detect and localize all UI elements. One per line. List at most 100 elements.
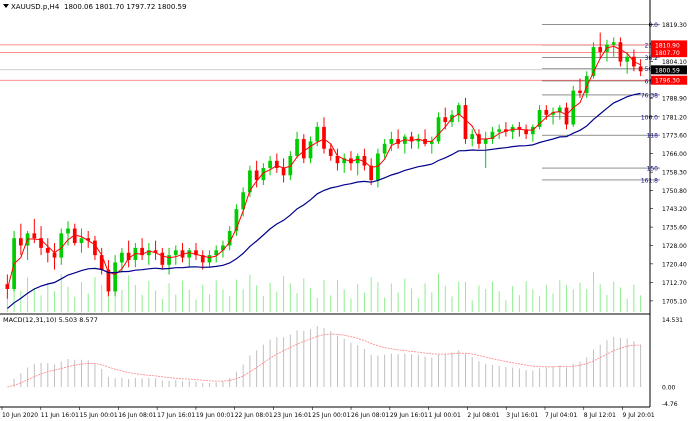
- price-label-text: 1807.70: [655, 50, 680, 57]
- candle-body: [382, 143, 387, 154]
- candle-body: [295, 139, 299, 156]
- candle-body: [322, 126, 326, 149]
- time-axis: 10 Jun 2020 11 Jun 16:01 15 Jun 00:01 16 Ju…: [1, 407, 655, 419]
- candle-body: [591, 47, 596, 77]
- volume-bars: [6, 272, 642, 312]
- price-axis: 1819.301811.501804.101796.301788.901781.…: [650, 22, 687, 305]
- candle-body: [167, 255, 171, 265]
- time-tick-label: 7 Jul 04:01: [545, 412, 577, 419]
- dropdown-triangle-icon[interactable]: [3, 4, 9, 8]
- price-tick-label: 1743.20: [662, 206, 687, 213]
- fast-moving-average-line: [6, 45, 641, 290]
- price-tick-label: 1819.30: [662, 22, 687, 29]
- candle-body: [221, 245, 225, 251]
- fib-level-label: 161.8: [641, 177, 658, 184]
- price-tick-label: 1712.70: [662, 280, 687, 287]
- time-tick-label: 17 Jun 16:01: [157, 412, 195, 419]
- candle-body: [490, 131, 495, 140]
- candle-body: [598, 47, 603, 52]
- candle-body: [342, 158, 347, 164]
- candle-body: [584, 76, 589, 94]
- candle-body: [463, 105, 468, 140]
- fib-level-label: 118: [647, 133, 659, 140]
- candle-body: [456, 105, 461, 115]
- candle-body: [18, 238, 23, 246]
- price-label-text: 1800.59: [655, 67, 680, 74]
- candle-body: [416, 139, 421, 142]
- candle-body: [214, 250, 219, 256]
- symbol-label: XAUUSD.p,H4: [11, 3, 60, 11]
- macd-axis: 14.531 0.00 -4.76: [662, 317, 683, 408]
- fib-level-label: 150: [647, 166, 659, 173]
- time-tick-label: 26 Jun 08:01: [351, 412, 389, 419]
- candle-body: [120, 252, 124, 263]
- candle-body: [611, 42, 616, 45]
- price-tick-label: 1766.00: [662, 151, 687, 158]
- candle-body: [524, 129, 528, 135]
- macd-axis-max-label: 14.531: [662, 317, 683, 324]
- candle-body: [160, 252, 165, 265]
- price-label-box: [651, 40, 687, 50]
- time-tick-label: 3 Jul 16:01: [506, 412, 538, 419]
- time-tick-label: 23 Jun 16:01: [273, 412, 311, 419]
- price-tick-label: 1788.90: [662, 96, 687, 103]
- candle-body: [638, 66, 643, 72]
- price-lines[interactable]: [0, 44, 650, 81]
- time-tick-label: 10 Jun 2020: [2, 412, 38, 419]
- candle-body: [126, 252, 131, 260]
- candle-body: [389, 139, 394, 144]
- candle-body: [241, 192, 246, 210]
- candle-body: [362, 155, 367, 166]
- price-tick-label: 1773.60: [662, 133, 687, 140]
- candle-body: [59, 233, 64, 258]
- candle-body: [140, 247, 144, 256]
- candle-body: [537, 109, 542, 127]
- candle-body: [106, 269, 111, 292]
- candle-body: [86, 238, 91, 241]
- time-tick-label: 25 Jun 00:01: [312, 412, 350, 419]
- slow-moving-average-line: [7, 92, 641, 309]
- moving-averages: [6, 45, 641, 309]
- candle-body: [281, 168, 286, 176]
- candle-body: [200, 255, 205, 263]
- candle-body: [173, 250, 178, 256]
- candle-body: [274, 160, 279, 169]
- candle-body: [207, 255, 212, 263]
- candle-body: [66, 228, 70, 234]
- macd-signal-line: [7, 333, 641, 388]
- time-tick-label: 16 Jun 08:01: [118, 412, 156, 419]
- candle-body: [45, 247, 50, 253]
- candle-body: [254, 170, 259, 181]
- time-tick-label: 19 Jun 00:01: [196, 412, 234, 419]
- macd-axis-min-label: -4.76: [662, 401, 678, 408]
- candle-body: [369, 165, 374, 181]
- candle-body: [72, 228, 77, 244]
- fib-level-label: 100.0: [641, 114, 658, 121]
- candle-body: [227, 230, 232, 246]
- candle-body: [436, 117, 441, 142]
- candle-body: [315, 126, 320, 142]
- candle-body: [328, 148, 333, 156]
- candle-body: [544, 109, 549, 115]
- candle-body: [578, 90, 582, 94]
- candle-body: [349, 158, 353, 164]
- candle-body: [32, 233, 37, 239]
- price-tick-label: 1750.80: [662, 188, 687, 195]
- candle-body: [146, 250, 151, 256]
- macd-axis-zero-label: 0.00: [662, 385, 676, 392]
- price-tick-label: 1720.40: [662, 261, 687, 268]
- time-tick-label: 11 Jun 16:01: [41, 412, 79, 419]
- candle-body: [113, 262, 118, 292]
- candle-body: [517, 126, 522, 130]
- candle-body: [79, 238, 84, 244]
- candle-body: [187, 250, 192, 258]
- candle-body: [625, 56, 630, 62]
- candle-body: [301, 139, 306, 159]
- time-tick-label: 29 Jun 16:01: [390, 412, 428, 419]
- time-tick-label: 9 Jul 20:01: [623, 412, 655, 419]
- price-tick-label: 1705.10: [662, 298, 687, 305]
- candle-body: [99, 255, 104, 270]
- time-tick-label: 15 Jun 00:01: [80, 412, 118, 419]
- candle-body: [551, 112, 555, 115]
